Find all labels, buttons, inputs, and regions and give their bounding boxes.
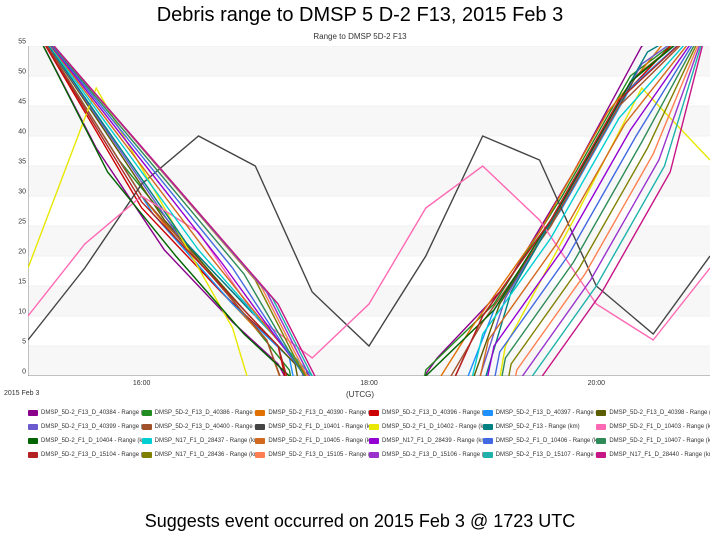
legend-label: DMSP_N17_F1_D_28440 - Range (km) bbox=[609, 452, 710, 458]
y-tick-label: 15 bbox=[10, 279, 28, 286]
legend-item: DMSP_5D-2_F13_D_15107 - Range (km) bbox=[483, 448, 597, 462]
legend-item: DMSP_N17_F1_D_28440 - Range (km) bbox=[596, 448, 710, 462]
y-tick-label: 20 bbox=[10, 249, 28, 256]
legend-label: DMSP_5D-2_F13 - Range (km) bbox=[496, 424, 580, 430]
legend-swatch bbox=[596, 410, 606, 416]
legend-label: DMSP_5D-2_F1_D_10401 - Range (km) bbox=[268, 424, 369, 430]
legend-swatch bbox=[483, 438, 493, 444]
line-chart bbox=[28, 46, 710, 376]
legend-label: DMSP_5D-2_F13_D_15107 - Range (km) bbox=[496, 452, 597, 458]
legend-label: DMSP_5D-2_F13_D_40399 - Range (km) bbox=[41, 424, 142, 430]
legend-item: DMSP_5D-2_F1_D_10402 - Range (km) bbox=[369, 420, 483, 434]
y-tick-label: 0 bbox=[10, 369, 28, 376]
legend-item: DMSP_5D-2_F1_D_10407 - Range (km) bbox=[596, 434, 710, 448]
x-tick-label: 16:00 bbox=[133, 376, 151, 387]
legend-label: DMSP_5D-2_F1_D_10406 - Range (km) bbox=[496, 438, 597, 444]
legend-item: DMSP_5D-2_F1_D_10404 - Range (km) bbox=[28, 434, 142, 448]
legend-swatch bbox=[596, 424, 606, 430]
legend-label: DMSP_5D-2_F13_D_15105 - Range (km) bbox=[268, 452, 369, 458]
legend-swatch bbox=[596, 438, 606, 444]
legend-label: DMSP_5D-2_F1_D_10405 - Range (km) bbox=[268, 438, 369, 444]
legend-label: DMSP_5D-2_F13_D_40390 - Range (km) bbox=[268, 410, 369, 416]
legend-swatch bbox=[255, 438, 265, 444]
legend-swatch bbox=[28, 410, 38, 416]
legend-swatch bbox=[369, 424, 379, 430]
legend-label: DMSP_5D-2_F1_D_10402 - Range (km) bbox=[382, 424, 483, 430]
legend-item: DMSP_N17_F1_D_28439 - Range (km) bbox=[369, 434, 483, 448]
legend-item: DMSP_5D-2_F13_D_40384 - Range (km) bbox=[28, 406, 142, 420]
legend-item: DMSP_5D-2_F1_D_10405 - Range (km) bbox=[255, 434, 369, 448]
x-axis-title: (UTCG) bbox=[0, 390, 720, 399]
legend-swatch bbox=[28, 438, 38, 444]
legend-label: DMSP_N17_F1_D_28439 - Range (km) bbox=[382, 438, 483, 444]
legend-label: DMSP_5D-2_F1_D_10403 - Range (km) bbox=[609, 424, 710, 430]
legend-item: DMSP_N17_F1_D_28437 - Range (km) bbox=[142, 434, 256, 448]
legend-item: DMSP_5D-2_F1_D_10401 - Range (km) bbox=[255, 420, 369, 434]
x-tick-label: 18:00 bbox=[360, 376, 378, 387]
page-title: Debris range to DMSP 5 D-2 F13, 2015 Feb… bbox=[0, 4, 720, 27]
legend-item: DMSP_5D-2_F13_D_40397 - Range (km) bbox=[483, 406, 597, 420]
legend-label: DMSP_5D-2_F13_D_15106 - Range (km) bbox=[382, 452, 483, 458]
legend-item: DMSP_5D-2_F1_D_10403 - Range (km) bbox=[596, 420, 710, 434]
legend-label: DMSP_5D-2_F13_D_40400 - Range (km) bbox=[155, 424, 256, 430]
y-tick-label: 25 bbox=[10, 219, 28, 226]
legend-swatch bbox=[369, 410, 379, 416]
legend-swatch bbox=[255, 424, 265, 430]
legend-label: DMSP_5D-2_F1_D_10404 - Range (km) bbox=[41, 438, 142, 444]
legend-item: DMSP_5D-2_F13_D_40390 - Range (km) bbox=[255, 406, 369, 420]
legend-item: DMSP_5D-2_F1_D_10406 - Range (km) bbox=[483, 434, 597, 448]
legend-label: DMSP_5D-2_F1_D_10407 - Range (km) bbox=[609, 438, 710, 444]
y-tick-label: 5 bbox=[10, 339, 28, 346]
legend-label: DMSP_5D-2_F13_D_40396 - Range (km) bbox=[382, 410, 483, 416]
legend-label: DMSP_N17_F1_D_28436 - Range (km) bbox=[155, 452, 256, 458]
legend-label: DMSP_N17_F1_D_28437 - Range (km) bbox=[155, 438, 256, 444]
y-tick-label: 40 bbox=[10, 129, 28, 136]
legend-swatch bbox=[28, 452, 38, 458]
chart-small-title: Range to DMSP 5D-2 F13 bbox=[0, 32, 720, 41]
legend-label: DMSP_5D-2_F13_D_40386 - Range (km) bbox=[155, 410, 256, 416]
legend-swatch bbox=[255, 410, 265, 416]
legend-swatch bbox=[142, 410, 152, 416]
legend-swatch bbox=[483, 452, 493, 458]
legend-item: DMSP_5D-2_F13_D_15106 - Range (km) bbox=[369, 448, 483, 462]
y-tick-label: 45 bbox=[10, 99, 28, 106]
y-tick-label: 50 bbox=[10, 69, 28, 76]
legend: DMSP_5D-2_F13_D_40384 - Range (km) DMSP_5… bbox=[28, 406, 710, 462]
y-tick-label: 30 bbox=[10, 189, 28, 196]
y-tick-label: 35 bbox=[10, 159, 28, 166]
page: Debris range to DMSP 5 D-2 F13, 2015 Feb… bbox=[0, 0, 720, 540]
legend-label: DMSP_5D-2_F13_D_40384 - Range (km) bbox=[41, 410, 142, 416]
y-tick-label: 55 bbox=[10, 39, 28, 46]
legend-swatch bbox=[369, 452, 379, 458]
legend-swatch bbox=[369, 438, 379, 444]
legend-item: DMSP_5D-2_F13 - Range (km) bbox=[483, 420, 597, 434]
x-tick-label: 20:00 bbox=[588, 376, 606, 387]
legend-swatch bbox=[255, 452, 265, 458]
legend-swatch bbox=[142, 452, 152, 458]
legend-item: DMSP_5D-2_F13_D_40400 - Range (km) bbox=[142, 420, 256, 434]
legend-label: DMSP_5D-2_F13_D_40397 - Range (km) bbox=[496, 410, 597, 416]
legend-item: DMSP_5D-2_F13_D_40386 - Range (km) bbox=[142, 406, 256, 420]
legend-swatch bbox=[483, 424, 493, 430]
legend-item: DMSP_5D-2_F13_D_15104 - Range (km) bbox=[28, 448, 142, 462]
legend-item: DMSP_5D-2_F13_D_15105 - Range (km) bbox=[255, 448, 369, 462]
legend-swatch bbox=[596, 452, 606, 458]
legend-label: DMSP_5D-2_F13_D_15104 - Range (km) bbox=[41, 452, 142, 458]
plot-area: 051015202530354045505516:0018:0020:00 bbox=[28, 46, 710, 376]
footer-note: Suggests event occurred on 2015 Feb 3 @ … bbox=[0, 511, 720, 532]
legend-swatch bbox=[142, 424, 152, 430]
legend-item: DMSP_5D-2_F13_D_40398 - Range (km) bbox=[596, 406, 710, 420]
legend-label: DMSP_5D-2_F13_D_40398 - Range (km) bbox=[609, 410, 710, 416]
legend-item: DMSP_5D-2_F13_D_40396 - Range (km) bbox=[369, 406, 483, 420]
legend-swatch bbox=[28, 424, 38, 430]
legend-swatch bbox=[483, 410, 493, 416]
legend-swatch bbox=[142, 438, 152, 444]
legend-item: DMSP_N17_F1_D_28436 - Range (km) bbox=[142, 448, 256, 462]
legend-item: DMSP_5D-2_F13_D_40399 - Range (km) bbox=[28, 420, 142, 434]
y-tick-label: 10 bbox=[10, 309, 28, 316]
